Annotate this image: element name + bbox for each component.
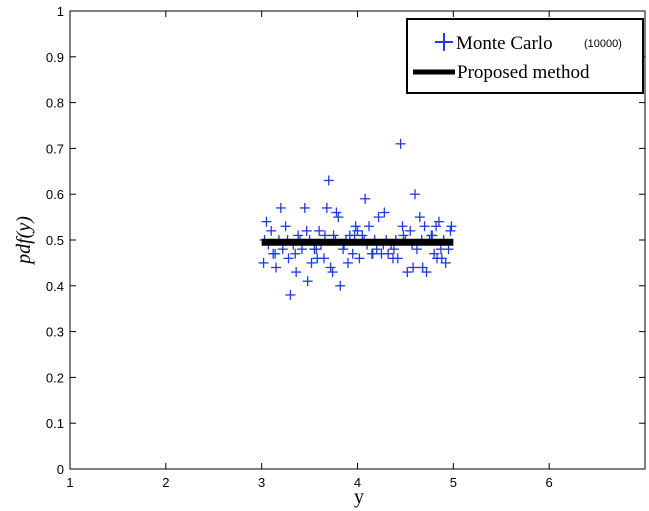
y-tick-label: 1 bbox=[57, 4, 64, 19]
data-point bbox=[291, 267, 302, 278]
data-point bbox=[426, 230, 437, 241]
data-point bbox=[285, 289, 296, 300]
data-point bbox=[323, 175, 334, 186]
data-point bbox=[328, 230, 339, 241]
data-point bbox=[333, 212, 344, 223]
data-point bbox=[410, 189, 420, 200]
data-point bbox=[360, 193, 371, 204]
y-tick-label: 0.4 bbox=[46, 279, 64, 294]
data-point bbox=[306, 257, 317, 268]
data-point bbox=[349, 230, 360, 241]
data-point bbox=[270, 248, 281, 259]
data-point bbox=[290, 248, 301, 259]
y-tick-label: 0.6 bbox=[46, 187, 64, 202]
data-point bbox=[318, 253, 329, 264]
data-point bbox=[258, 257, 269, 268]
y-tick-label: 0.9 bbox=[46, 50, 64, 65]
data-point bbox=[435, 244, 446, 255]
data-point bbox=[446, 221, 457, 232]
data-point bbox=[327, 267, 338, 278]
y-tick-label: 0.3 bbox=[46, 325, 64, 340]
data-point bbox=[266, 225, 277, 236]
data-point bbox=[321, 202, 332, 213]
legend: Monte Carlo (10000) Proposed method bbox=[406, 18, 644, 94]
data-point bbox=[379, 207, 390, 218]
data-point bbox=[398, 230, 409, 241]
data-point bbox=[383, 248, 394, 259]
y-tick-label: 0.2 bbox=[46, 370, 64, 385]
data-point bbox=[314, 225, 325, 236]
data-point bbox=[335, 280, 346, 291]
data-point bbox=[311, 244, 322, 255]
x-axis-label: y bbox=[354, 486, 364, 508]
x-tick-label: 6 bbox=[546, 475, 553, 490]
x-tick-label: 4 bbox=[354, 475, 361, 490]
data-point bbox=[402, 267, 413, 278]
y-tick-label: 0 bbox=[57, 462, 64, 477]
data-point bbox=[387, 253, 398, 264]
data-point bbox=[419, 221, 430, 232]
y-tick-label: 0.7 bbox=[46, 141, 64, 156]
data-point bbox=[397, 221, 408, 232]
data-point bbox=[388, 244, 399, 255]
data-point bbox=[421, 267, 432, 278]
data-point bbox=[277, 244, 288, 255]
data-point bbox=[367, 248, 378, 259]
legend-box bbox=[406, 18, 644, 94]
legend-marker-monte-carlo bbox=[435, 33, 453, 51]
data-point bbox=[411, 244, 422, 255]
data-point bbox=[347, 248, 358, 259]
data-point bbox=[354, 253, 365, 264]
data-point bbox=[364, 221, 374, 232]
data-point bbox=[275, 202, 286, 213]
y-axis-label: pdf(y) bbox=[13, 216, 35, 266]
x-tick-label: 5 bbox=[450, 475, 457, 490]
x-tick-label: 1 bbox=[66, 475, 73, 490]
legend-sublabel-monte-carlo: (10000) bbox=[584, 38, 622, 50]
data-point bbox=[325, 262, 336, 273]
legend-label-proposed: Proposed method bbox=[457, 62, 590, 83]
data-point bbox=[440, 257, 451, 268]
data-point bbox=[338, 244, 349, 255]
data-point bbox=[408, 262, 419, 273]
legend-label-monte-carlo: Monte Carlo bbox=[456, 33, 553, 54]
data-point bbox=[280, 221, 291, 232]
data-point bbox=[350, 221, 361, 232]
data-point bbox=[301, 225, 312, 236]
data-point bbox=[331, 207, 342, 218]
y-tick-label: 0.1 bbox=[46, 416, 64, 431]
data-point bbox=[299, 202, 310, 213]
data-point bbox=[342, 257, 353, 268]
data-point bbox=[283, 253, 294, 264]
x-tick-label: 3 bbox=[258, 475, 265, 490]
data-point bbox=[433, 216, 444, 227]
y-tick-label: 0.5 bbox=[46, 233, 64, 248]
y-tick-label: 0.8 bbox=[46, 96, 64, 111]
data-point bbox=[302, 276, 313, 287]
x-tick-label: 2 bbox=[162, 475, 169, 490]
data-point bbox=[405, 225, 416, 236]
data-point bbox=[414, 212, 425, 223]
data-point bbox=[296, 244, 307, 255]
data-point bbox=[319, 230, 330, 241]
data-point bbox=[445, 225, 456, 236]
data-point bbox=[373, 212, 384, 223]
y-axis: 0 0.1 0.2 0.3 0.4 0.5 0.6 0.7 0.8 0.9 1 bbox=[46, 4, 645, 477]
data-point bbox=[293, 230, 304, 241]
plot-frame bbox=[69, 10, 646, 470]
x-axis: 1 2 3 4 5 6 bbox=[66, 11, 553, 490]
data-point bbox=[432, 253, 443, 264]
data-point bbox=[261, 216, 272, 227]
data-point bbox=[271, 262, 282, 273]
data-point bbox=[395, 138, 406, 149]
